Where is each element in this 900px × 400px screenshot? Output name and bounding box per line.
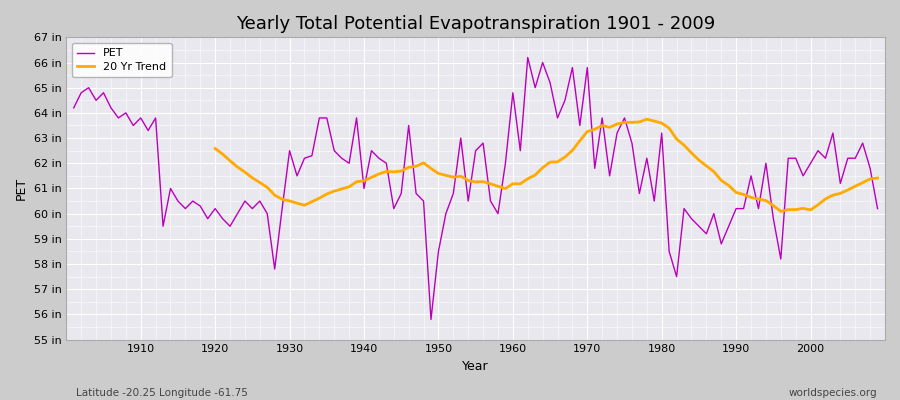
20 Yr Trend bbox=[776, 209, 787, 214]
Y-axis label: PET: PET bbox=[15, 177, 28, 200]
20 Yr Trend bbox=[210, 146, 220, 151]
PET bbox=[872, 206, 883, 211]
20 Yr Trend bbox=[872, 176, 883, 180]
20 Yr Trend bbox=[299, 203, 310, 208]
PET bbox=[292, 174, 302, 178]
PET bbox=[515, 148, 526, 153]
Line: PET: PET bbox=[74, 58, 878, 320]
X-axis label: Year: Year bbox=[463, 360, 489, 373]
Title: Yearly Total Potential Evapotranspiration 1901 - 2009: Yearly Total Potential Evapotranspiratio… bbox=[236, 15, 716, 33]
Text: worldspecies.org: worldspecies.org bbox=[789, 388, 877, 398]
PET bbox=[522, 55, 533, 60]
20 Yr Trend bbox=[768, 203, 778, 208]
PET bbox=[128, 123, 139, 128]
Line: 20 Yr Trend: 20 Yr Trend bbox=[215, 119, 878, 211]
PET bbox=[68, 106, 79, 110]
20 Yr Trend bbox=[642, 117, 652, 122]
20 Yr Trend bbox=[410, 164, 421, 169]
Text: Latitude -20.25 Longitude -61.75: Latitude -20.25 Longitude -61.75 bbox=[76, 388, 248, 398]
20 Yr Trend bbox=[790, 207, 801, 212]
PET bbox=[508, 90, 518, 95]
PET bbox=[612, 131, 623, 136]
PET bbox=[426, 317, 436, 322]
Legend: PET, 20 Yr Trend: PET, 20 Yr Trend bbox=[72, 43, 172, 77]
20 Yr Trend bbox=[679, 143, 689, 148]
20 Yr Trend bbox=[858, 180, 868, 185]
PET bbox=[337, 156, 347, 161]
